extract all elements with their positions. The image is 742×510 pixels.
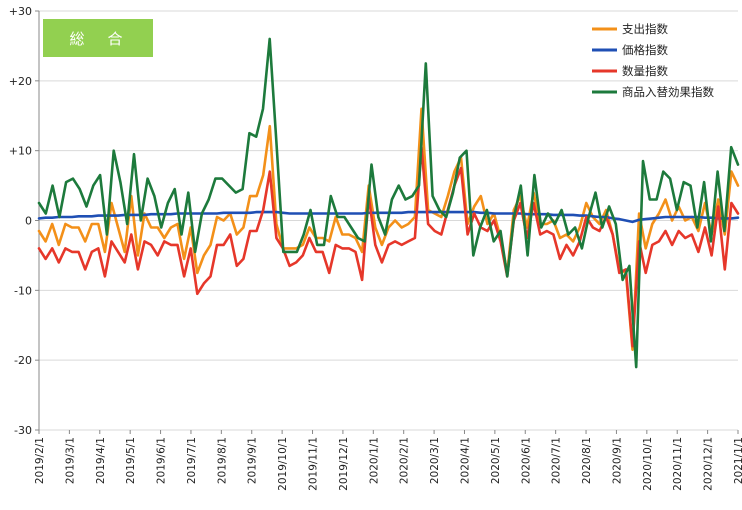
x-tick-label: 2019/11/1: [308, 437, 320, 491]
x-tick-label: 2019/8/1: [216, 437, 228, 484]
legend-label: 数量指数: [622, 64, 668, 78]
x-tick-label: 2020/11/1: [672, 437, 684, 491]
x-tick-label: 2019/6/1: [156, 437, 168, 484]
x-tick-label: 2020/8/1: [581, 437, 593, 484]
x-tick-label: 2020/10/1: [642, 437, 654, 491]
y-tick-label: -20: [14, 354, 32, 367]
category-badge: 総 合: [43, 19, 153, 57]
y-tick-label: +20: [9, 75, 32, 88]
x-tick-label: 2020/12/1: [703, 437, 715, 491]
y-tick-label: +30: [9, 5, 32, 18]
x-tick-label: 2019/9/1: [247, 437, 259, 484]
x-tick-label: 2019/2/1: [34, 437, 46, 484]
x-tick-label: 2020/5/1: [490, 437, 502, 484]
x-tick-label: 2019/4/1: [95, 437, 107, 484]
category-badge-box: [43, 19, 153, 57]
y-tick-label: 0: [25, 215, 32, 228]
x-tick-label: 2020/2/1: [399, 437, 411, 484]
y-tick-label: +10: [9, 145, 32, 158]
x-tick-label: 2019/12/1: [338, 437, 350, 491]
gridlines: [39, 10, 738, 431]
x-tick-label: 2020/6/1: [520, 437, 532, 484]
x-tick-label: 2020/9/1: [611, 437, 623, 484]
y-tick-label: -30: [14, 424, 32, 437]
x-tick-label: 2019/10/1: [277, 437, 289, 491]
category-badge-label: 総 合: [69, 30, 126, 48]
x-tick-label: 2021/1/1: [733, 437, 742, 484]
legend-label: 価格指数: [622, 43, 668, 57]
x-tick-label: 2020/7/1: [551, 437, 563, 484]
x-tick-label: 2020/4/1: [459, 437, 471, 484]
legend-label: 支出指数: [622, 22, 668, 36]
legend-label: 商品入替効果指数: [622, 85, 714, 99]
x-tick-label: 2019/3/1: [64, 437, 76, 484]
x-tick-label: 2019/7/1: [186, 437, 198, 484]
y-tick-label: -10: [14, 284, 32, 297]
x-tick-label: 2019/5/1: [125, 437, 137, 484]
x-tick-label: 2020/1/1: [368, 437, 380, 484]
series-lines: [37, 37, 740, 369]
x-tick-label: 2020/3/1: [429, 437, 441, 484]
series-line-3: [37, 37, 740, 369]
